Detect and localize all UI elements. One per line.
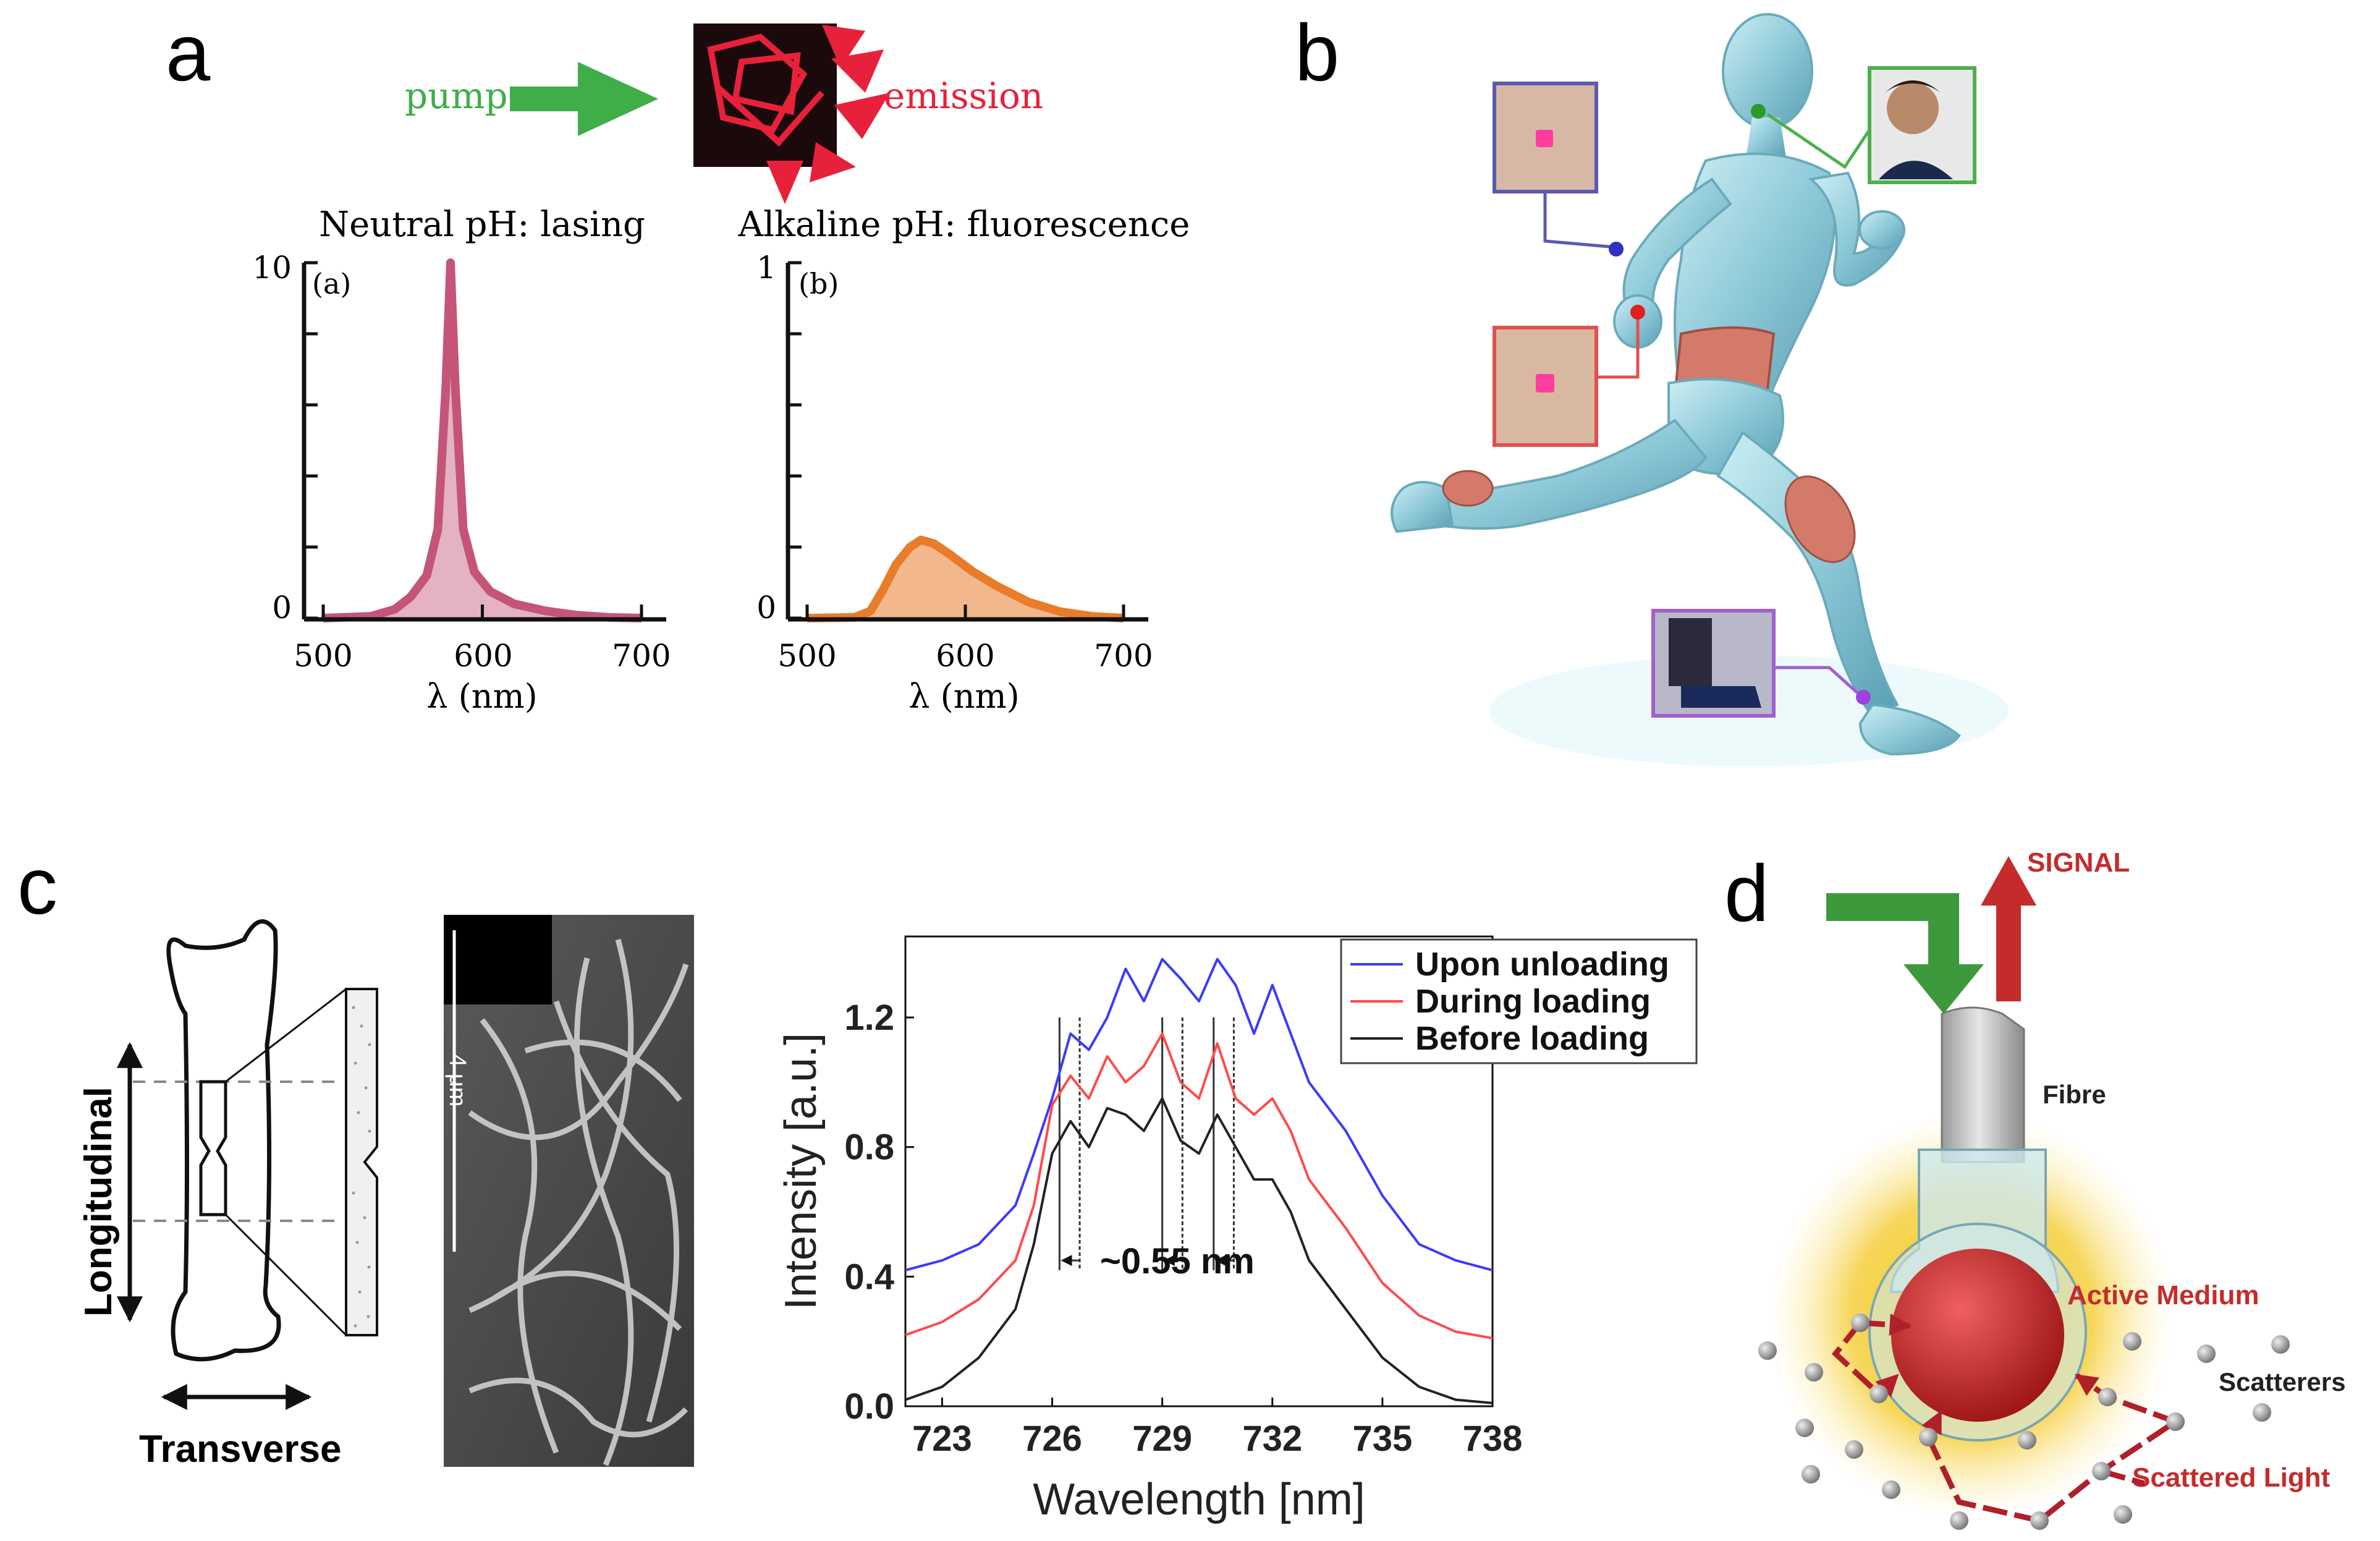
- wrist-marker: [1630, 305, 1645, 320]
- fluorescence-chart-title: Alkaline pH: fluorescence: [738, 205, 1190, 245]
- lasing-ytick-label-zero: 0: [272, 590, 292, 626]
- sem-micrograph: 4 μm: [444, 915, 694, 1467]
- pump-arrow-icon: [1826, 893, 1984, 1014]
- bone-y-axis-label: Intensity [a.u.]: [776, 1033, 826, 1310]
- pump-arrow-icon: [510, 62, 658, 136]
- inset-forearm-sensor: [1493, 82, 1624, 257]
- inset-wrist-sensor: [1493, 305, 1645, 447]
- sensor-patch-icon: [1536, 374, 1554, 393]
- fluorescence-xtick-label-600: 600: [936, 638, 994, 674]
- series-line-upon-unloading: [905, 957, 1493, 1271]
- bone-xtick-label: 723: [912, 1419, 972, 1459]
- panel-label-b: b: [1295, 7, 1339, 98]
- scale-bar-label: 4 μm: [444, 1054, 470, 1106]
- bone-xtick-label: 735: [1352, 1419, 1412, 1459]
- fluorescence-xtick-label-700: 700: [1094, 638, 1153, 674]
- pump-label-d: PUMP: [1826, 888, 1905, 918]
- inset-face-sensor: [1751, 66, 1976, 184]
- bone-xtick-label: 738: [1463, 1419, 1523, 1459]
- series-line-before-loading: [905, 1097, 1493, 1404]
- series-line-during-loading: [905, 1032, 1493, 1339]
- legend-label-before-loading: Before loading: [1415, 1020, 1649, 1057]
- scatterers-label: Scatterers: [2219, 1367, 2345, 1396]
- mode-shift-markers: [1058, 1017, 1235, 1270]
- pump-label: pump: [405, 75, 508, 117]
- bone-ytick-label: 0.0: [844, 1386, 894, 1427]
- random-laser-fibre-schematic: PUMP SIGNAL Fibre Active Medium Scattere…: [1758, 847, 2345, 1530]
- lasing-x-axis-label: λ (nm): [426, 677, 538, 716]
- inset-ankle-sensor: [1651, 609, 1871, 718]
- bone-ytick-label: 0.8: [844, 1127, 894, 1168]
- lasing-ytick-label-top: 10: [252, 250, 292, 286]
- lasing-chart: Neutral pH: lasing (a) 10 0 500 600 700 …: [252, 205, 671, 716]
- fluorescence-ytick-label-top: 1: [756, 250, 776, 286]
- legend-label-during-loading: During loading: [1415, 983, 1651, 1020]
- pump-emission-schematic: pump emission: [405, 23, 1043, 204]
- fluorescence-ytick-label-zero: 0: [756, 590, 776, 626]
- lasing-xtick-label-500: 500: [294, 638, 352, 674]
- signal-label: SIGNAL: [2027, 847, 2130, 878]
- mode-shift-annotation: ~0.55 nm: [1100, 1241, 1255, 1281]
- bone-specimen-magnified: [345, 988, 378, 1336]
- lasing-spectrum-line: [323, 258, 642, 622]
- runner-head: [1722, 13, 1813, 129]
- lasing-xtick-label-600: 600: [454, 638, 512, 674]
- fluorescence-spectrum-line: [807, 535, 1124, 622]
- bone-ytick-label: 0.4: [844, 1257, 894, 1297]
- bone-specimen: [199, 1080, 227, 1216]
- face-marker: [1751, 104, 1766, 119]
- active-medium-label: Active Medium: [2067, 1280, 2259, 1310]
- fibre-label: Fibre: [2043, 1080, 2106, 1109]
- lasing-chart-title: Neutral pH: lasing: [319, 205, 645, 245]
- bone-outline: [166, 919, 281, 1362]
- collagen-fibres: [468, 938, 689, 1466]
- fluorescence-spectrum-area: [807, 540, 1124, 618]
- bone-lasing-chart: 723 726 729 732 735 738 0.0 0.4 0.8 1.2 Waveleng…: [776, 935, 1698, 1524]
- forearm-marker: [1609, 242, 1624, 257]
- fluorescence-xtick-label-500: 500: [777, 638, 836, 674]
- bone-chart-legend: Upon unloading During loading Before loa…: [1340, 938, 1698, 1064]
- emission-label: emission: [884, 75, 1043, 117]
- bone-xtick-label: 732: [1242, 1419, 1302, 1459]
- lasing-xtick-label-700: 700: [612, 638, 671, 674]
- panel-label-d: d: [1724, 848, 1769, 938]
- random-laser-network-icon: [707, 33, 824, 147]
- legend-label-upon-unloading: Upon unloading: [1415, 946, 1669, 983]
- emission-arrows-icon: [766, 25, 890, 204]
- transverse-label: Transverse: [139, 1428, 341, 1471]
- ankle-marker: [1856, 690, 1871, 705]
- lasing-spectrum-area: [323, 263, 642, 618]
- bone-ytick-label: 1.2: [844, 998, 894, 1038]
- bone-schematic: Longitudinal Transverse: [77, 919, 378, 1471]
- bone-x-axis-label: Wavelength [nm]: [1033, 1475, 1365, 1524]
- fluorescence-chart: Alkaline pH: fluorescence (b) 1 0 500 60…: [738, 205, 1190, 716]
- fibre-core: [1941, 1006, 2025, 1163]
- lasing-chart-tag: (a): [312, 267, 351, 300]
- signal-arrow-icon: [1981, 856, 2036, 1001]
- active-medium-sphere: [1891, 1249, 2064, 1422]
- longitudinal-label: Longitudinal: [77, 1087, 120, 1317]
- scatterer-particles: [1758, 1314, 2290, 1530]
- runner-foot: [1858, 703, 1961, 756]
- bone-xtick-label: 729: [1132, 1419, 1192, 1459]
- scattered-light-label: Scattered Light: [2132, 1462, 2331, 1493]
- fluorescence-x-axis-label: λ (nm): [908, 677, 1020, 716]
- panel-label-c: c: [17, 841, 57, 931]
- sensor-patch-icon: [1536, 130, 1553, 147]
- runner-thigh-highlight: [1784, 475, 1856, 563]
- runner-calf-highlight: [1442, 470, 1494, 507]
- fluorescence-chart-tag: (b): [798, 267, 839, 300]
- panel-label-a: a: [166, 7, 211, 98]
- bone-xtick-label: 726: [1022, 1419, 1082, 1459]
